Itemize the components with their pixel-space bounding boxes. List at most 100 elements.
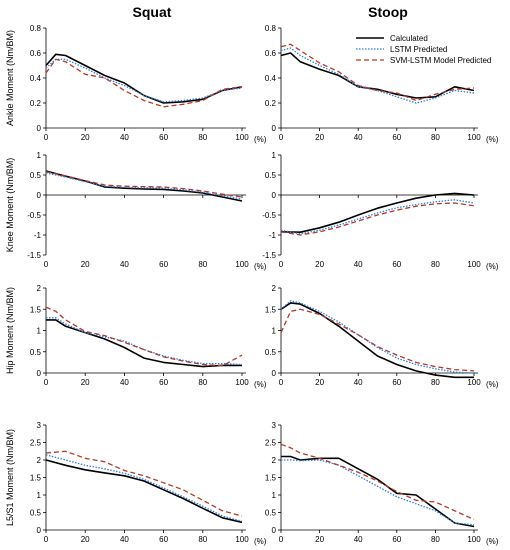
legend-label: Calculated — [390, 34, 428, 43]
series-line-svm-lstm-model-predicted — [45, 450, 243, 517]
y-tick-label: 1 — [37, 327, 42, 336]
x-tick-label: 20 — [315, 133, 324, 142]
chart-panel-hip-squat: 00.511.520 20 40 60 80 100 (%)Hip Moment (Nm/B… — [5, 284, 267, 389]
x-tick-label: 80 — [198, 535, 207, 544]
y-axis-label: Hip Moment (Nm/BM) — [5, 287, 15, 374]
y-tick-label: 2.5 — [265, 439, 277, 448]
series-line-lstm-predicted — [45, 172, 243, 200]
x-unit-label: (%) — [254, 380, 267, 389]
y-tick-label: -1.5 — [27, 251, 41, 260]
y-tick-label: 0 — [272, 369, 277, 378]
column-title-squat: Squat — [133, 4, 172, 20]
y-tick-label: 0 — [272, 124, 277, 133]
x-tick-label: 100 — [467, 378, 481, 387]
y-axis-label: L5/S1 Moment (Nm/BM) — [5, 429, 15, 526]
y-tick-label: 1.5 — [265, 305, 277, 314]
y-tick-label: 0.5 — [30, 509, 42, 518]
x-unit-label: (%) — [254, 262, 267, 271]
x-tick-label: 0 — [279, 378, 284, 387]
y-tick-label: 0.5 — [265, 171, 277, 180]
y-tick-label: -1.5 — [262, 251, 276, 260]
y-tick-label: -0.5 — [27, 211, 41, 220]
series-line-svm-lstm-model-predicted — [280, 202, 475, 236]
x-tick-label: 60 — [392, 535, 401, 544]
x-tick-label: 40 — [120, 535, 129, 544]
x-tick-label: 80 — [198, 378, 207, 387]
y-tick-label: 2 — [37, 284, 42, 293]
x-tick-label: 0 — [44, 133, 49, 142]
y-tick-label: 2 — [272, 456, 277, 465]
series-line-svm-lstm-model-predicted — [45, 171, 243, 198]
x-tick-label: 60 — [159, 133, 168, 142]
y-tick-label: 0.5 — [30, 171, 42, 180]
x-tick-label: 40 — [354, 260, 363, 269]
y-tick-label: 0.5 — [265, 509, 277, 518]
series-line-calculated — [45, 53, 243, 104]
x-tick-label: 20 — [81, 260, 90, 269]
y-tick-label: 2.5 — [30, 439, 42, 448]
x-tick-label: 20 — [315, 535, 324, 544]
y-tick-label: 0 — [272, 526, 277, 535]
x-unit-label: (%) — [486, 135, 499, 144]
series-line-svm-lstm-model-predicted — [45, 58, 243, 108]
x-unit-label: (%) — [486, 537, 499, 546]
x-unit-label: (%) — [486, 262, 499, 271]
x-tick-label: 60 — [392, 378, 401, 387]
y-tick-label: 1.5 — [265, 474, 277, 483]
y-tick-label: 0.8 — [265, 24, 277, 33]
x-tick-label: 80 — [431, 535, 440, 544]
x-tick-label: 40 — [120, 260, 129, 269]
x-unit-label: (%) — [486, 380, 499, 389]
y-tick-label: 1 — [272, 491, 277, 500]
x-tick-label: 80 — [198, 260, 207, 269]
y-tick-label: 0.4 — [265, 74, 277, 83]
series-line-lstm-predicted — [280, 47, 475, 104]
x-tick-label: 40 — [120, 133, 129, 142]
series-line-calculated — [281, 455, 475, 528]
x-tick-label: 0 — [279, 133, 284, 142]
y-tick-label: 1 — [37, 491, 42, 500]
y-axis-label: Ankle Moment (Nm/BM) — [5, 30, 15, 126]
x-tick-label: 40 — [354, 535, 363, 544]
y-tick-label: 0.6 — [30, 49, 42, 58]
y-tick-label: 2 — [272, 284, 277, 293]
x-tick-label: 60 — [159, 378, 168, 387]
y-tick-label: 3 — [272, 421, 277, 430]
y-tick-label: 3 — [37, 421, 42, 430]
x-tick-label: 0 — [279, 260, 284, 269]
chart-panel-knee-stoop: -1.5 -1 -0.5 0 0.5 1 0 20 40 60 80 100 (%) — [262, 151, 499, 271]
y-tick-label: 0.5 — [30, 348, 42, 357]
x-tick-label: 40 — [354, 378, 363, 387]
y-tick-label: -0.5 — [262, 211, 276, 220]
series-line-calculated — [280, 192, 475, 233]
series-line-lstm-predicted — [280, 300, 475, 374]
x-tick-label: 100 — [235, 260, 249, 269]
y-axis-label: Knee Moment (Nm/BM) — [5, 158, 15, 253]
series-line-svm-lstm-model-predicted — [45, 306, 243, 367]
x-tick-label: 100 — [235, 133, 249, 142]
x-tick-label: 100 — [235, 378, 249, 387]
y-tick-label: 2 — [37, 456, 42, 465]
x-tick-label: 40 — [354, 133, 363, 142]
series-line-calculated — [46, 319, 242, 368]
legend-label: LSTM Predicted — [390, 45, 447, 54]
y-tick-label: 0.8 — [30, 24, 42, 33]
x-tick-label: 20 — [315, 378, 324, 387]
y-tick-label: 0.5 — [265, 348, 277, 357]
x-tick-label: 20 — [315, 260, 324, 269]
y-tick-label: 0.6 — [265, 49, 277, 58]
x-tick-label: 60 — [392, 133, 401, 142]
y-tick-label: 0 — [37, 369, 42, 378]
x-unit-label: (%) — [254, 537, 267, 546]
x-tick-label: 20 — [81, 535, 90, 544]
y-tick-label: -1 — [269, 231, 277, 240]
series-line-calculated — [280, 302, 474, 379]
series-line-lstm-predicted — [280, 199, 475, 235]
y-tick-label: 0 — [272, 191, 277, 200]
y-tick-label: 1 — [272, 327, 277, 336]
x-tick-label: 0 — [279, 535, 284, 544]
y-tick-label: 1.5 — [30, 474, 42, 483]
x-tick-label: 60 — [159, 535, 168, 544]
x-tick-label: 100 — [467, 133, 481, 142]
